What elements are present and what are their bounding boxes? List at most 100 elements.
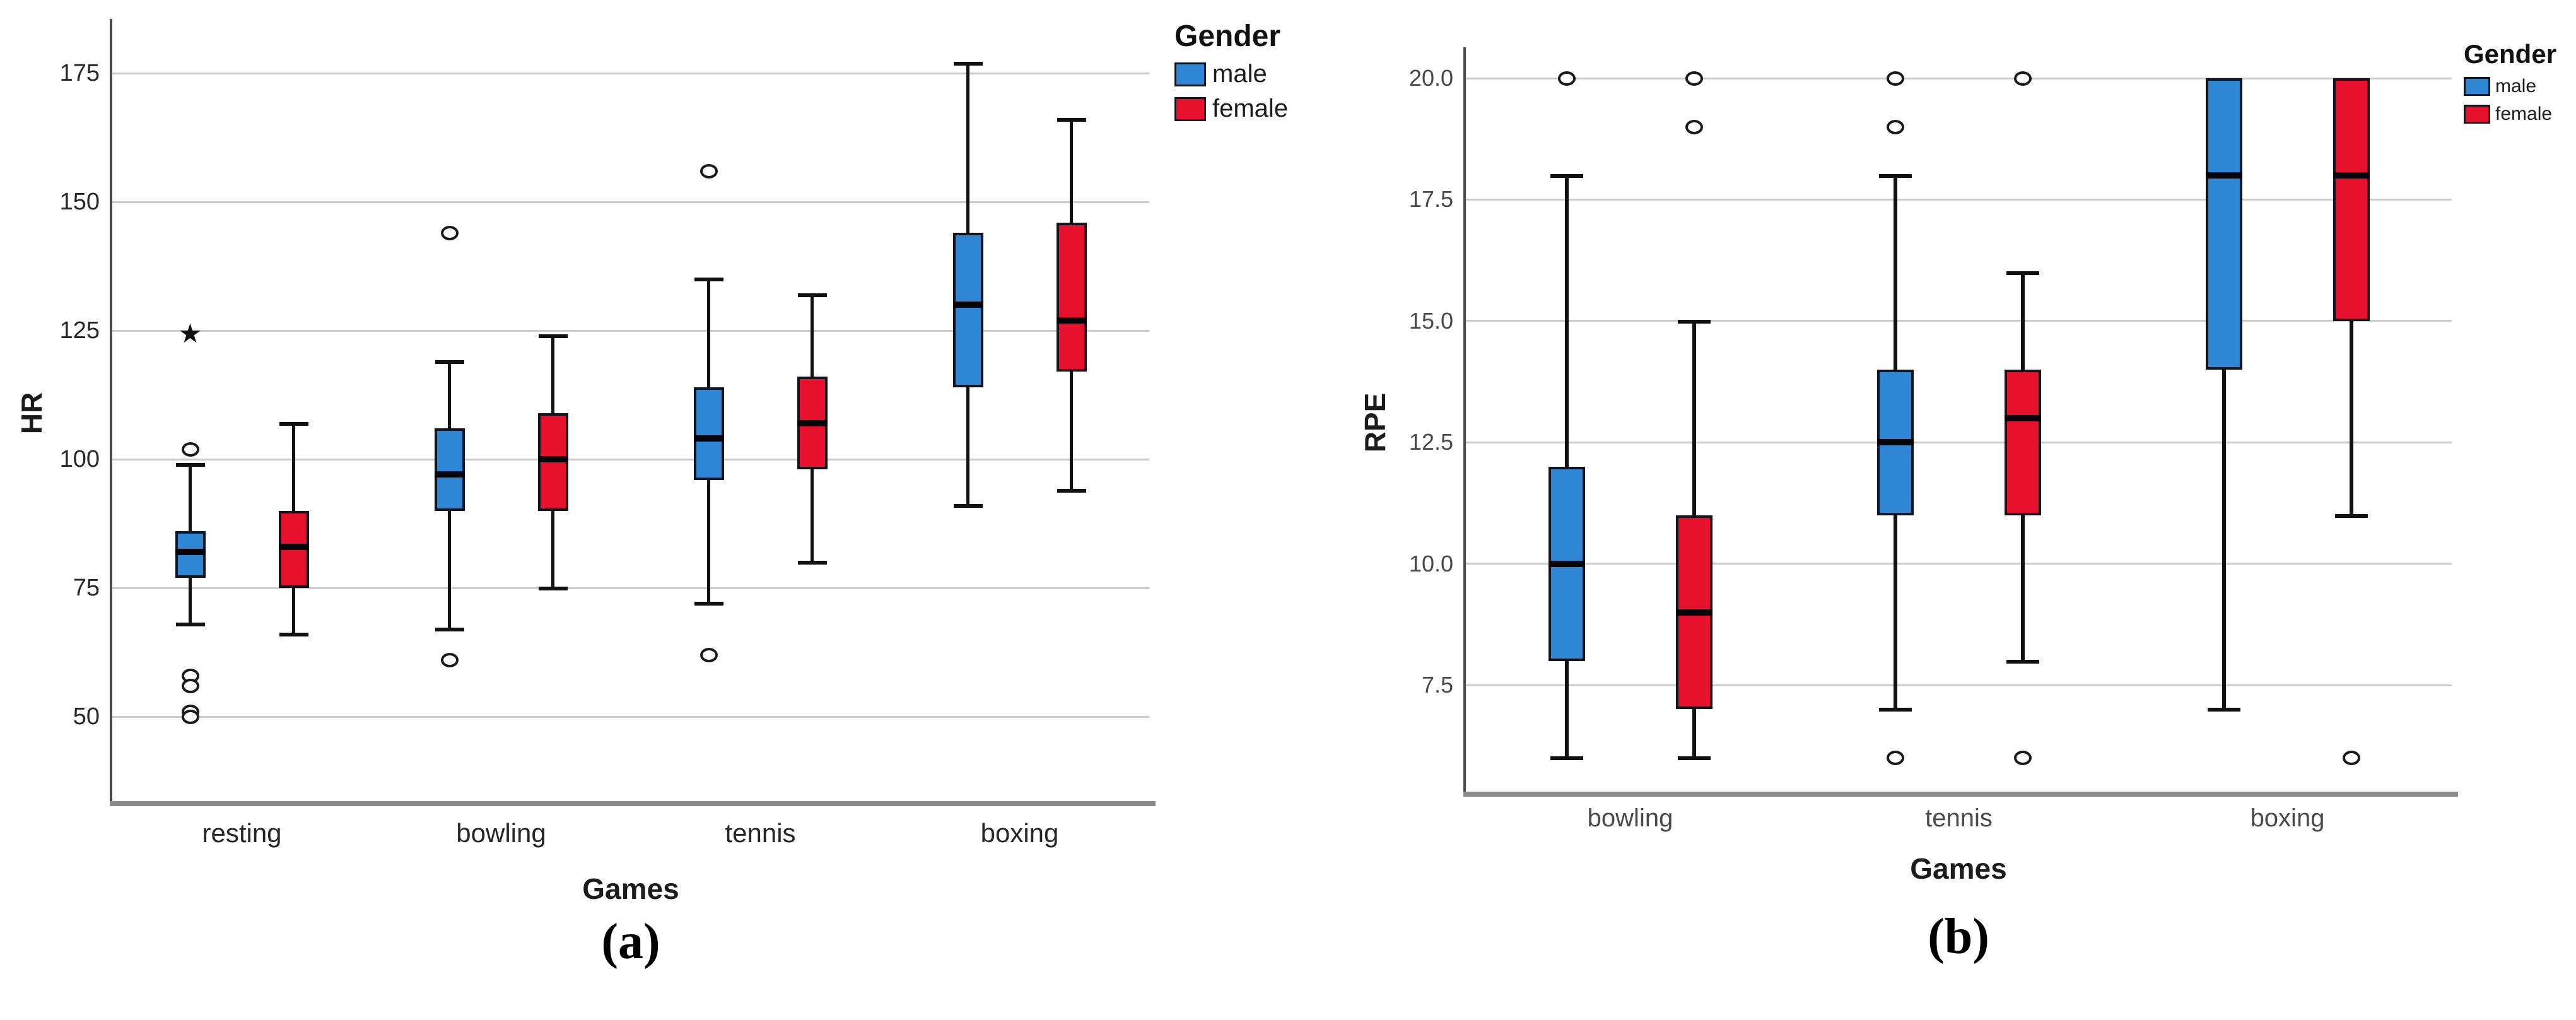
legend-item-male: male — [2464, 76, 2556, 97]
outlier-circle-male-bowling — [440, 653, 459, 668]
median-female-boxing — [2333, 172, 2370, 179]
gridline-12.5 — [1466, 441, 2452, 443]
y-tick-label: 100 — [59, 446, 100, 472]
median-female-resting — [278, 543, 309, 550]
median-male-tennis — [1876, 439, 1914, 446]
median-male-boxing — [952, 302, 983, 308]
whisker-cap-lower-female-boxing — [2334, 513, 2368, 518]
whisker-lower-female-bowling — [551, 510, 554, 588]
whisker-cap-lower-male-tennis — [1878, 708, 1912, 712]
outlier-circle-male-tennis — [700, 648, 718, 663]
gridline-125 — [112, 329, 1149, 332]
whisker-cap-lower-male-resting — [175, 623, 205, 627]
whisker-lower-female-boxing — [1070, 372, 1073, 490]
legend-swatch-male — [1174, 62, 1206, 86]
legend-item-label: male — [2495, 76, 2537, 97]
whisker-lower-female-tennis — [811, 469, 814, 563]
y-tick-label: 175 — [59, 60, 100, 86]
gridline-175 — [112, 72, 1149, 74]
legend-item-label: male — [1212, 60, 1267, 88]
whisker-cap-lower-male-bowling — [435, 628, 464, 632]
whisker-upper-male-tennis — [1893, 175, 1897, 370]
gridline-150 — [112, 201, 1149, 203]
median-female-boxing — [1056, 317, 1087, 324]
gridline-20.0 — [1466, 77, 2452, 79]
gridline-75 — [112, 587, 1149, 589]
x-category-label-resting: resting — [202, 818, 282, 848]
x-category-label-tennis: tennis — [725, 818, 796, 848]
legend-title: Gender — [2464, 39, 2557, 69]
whisker-lower-male-bowling — [448, 510, 451, 630]
box-male-boxing — [952, 232, 983, 387]
whisker-cap-lower-male-boxing — [953, 504, 983, 508]
y-axis-line — [110, 19, 112, 801]
whisker-cap-upper-male-tennis — [694, 278, 723, 282]
x-category-label-boxing: boxing — [2250, 804, 2325, 832]
y-tick-label: 7.5 — [1421, 672, 1453, 698]
outlier-circle-male-resting — [181, 442, 199, 457]
legend-items: male female — [1174, 60, 1288, 123]
whisker-lower-male-boxing — [966, 387, 969, 506]
x-category-label-tennis: tennis — [1925, 804, 1993, 832]
whisker-upper-female-bowling — [1692, 320, 1696, 515]
whisker-upper-female-resting — [292, 423, 295, 511]
caption-b: (b) — [1928, 909, 1989, 964]
whisker-lower-male-bowling — [1564, 660, 1569, 758]
whisker-cap-upper-female-tennis — [797, 293, 827, 297]
x-category-label-boxing: boxing — [980, 818, 1059, 848]
legend-gender-b: Gender male female — [2464, 39, 2556, 125]
box-female-tennis — [2004, 369, 2041, 515]
legend-item-male: male — [1174, 60, 1288, 88]
median-male-tennis — [693, 435, 724, 442]
y-tick-label: 15.0 — [1408, 307, 1453, 334]
median-female-tennis — [2004, 414, 2041, 421]
median-female-bowling — [537, 456, 568, 462]
gridline-15.0 — [1466, 320, 2452, 322]
box-male-tennis — [693, 387, 724, 480]
outlier-circle-male-bowling — [1557, 71, 1576, 86]
whisker-cap-upper-male-tennis — [1878, 173, 1912, 178]
gridline-100 — [112, 458, 1149, 460]
legend-item-label: female — [2495, 103, 2553, 124]
x-category-label-bowling: bowling — [1587, 804, 1673, 832]
box-male-boxing — [2205, 78, 2242, 370]
legend-swatch-male — [2464, 77, 2490, 96]
whisker-cap-lower-male-tennis — [694, 602, 723, 606]
y-tick-label: 150 — [59, 189, 100, 215]
whisker-cap-upper-male-resting — [175, 463, 205, 467]
median-male-resting — [175, 548, 206, 555]
legend-gender-a: Gender male female — [1174, 19, 1288, 123]
x-axis-title-games-a: Games — [582, 872, 679, 905]
whisker-lower-male-tennis — [1893, 515, 1897, 710]
median-male-bowling — [434, 471, 465, 478]
whisker-lower-male-boxing — [2222, 369, 2226, 710]
outlier-circle-male-tennis — [1886, 71, 1904, 86]
x-axis-line — [110, 801, 1156, 806]
whisker-cap-lower-female-bowling — [1677, 756, 1711, 761]
legend-item-female: female — [2464, 103, 2556, 125]
y-tick-label: 75 — [73, 575, 100, 601]
whisker-upper-male-resting — [189, 464, 192, 532]
outlier-circle-female-bowling — [1685, 71, 1703, 86]
outlier-circle-male-tennis — [700, 164, 718, 179]
x-axis-title-games-b: Games — [1910, 852, 2007, 885]
outlier-circle-male-resting — [181, 710, 199, 724]
box-female-boxing — [1056, 222, 1087, 372]
box-female-boxing — [2333, 78, 2370, 321]
whisker-cap-upper-female-resting — [279, 421, 308, 426]
whisker-cap-upper-female-bowling — [538, 334, 568, 339]
extreme-outlier-star-male-resting: ★ — [178, 319, 202, 349]
whisker-lower-female-resting — [292, 588, 295, 635]
whisker-upper-male-boxing — [966, 62, 969, 233]
whisker-upper-female-tennis — [811, 294, 814, 377]
outlier-circle-male-tennis — [1886, 119, 1904, 134]
whisker-cap-upper-female-tennis — [2006, 271, 2039, 275]
whisker-lower-female-bowling — [1692, 709, 1696, 758]
whisker-lower-male-tennis — [707, 479, 710, 604]
y-tick-label: 10.0 — [1408, 550, 1453, 577]
outlier-circle-female-tennis — [2013, 71, 2032, 86]
whisker-cap-upper-female-boxing — [1057, 118, 1086, 122]
y-tick-label: 17.5 — [1408, 186, 1453, 213]
whisker-upper-male-bowling — [1564, 175, 1569, 467]
